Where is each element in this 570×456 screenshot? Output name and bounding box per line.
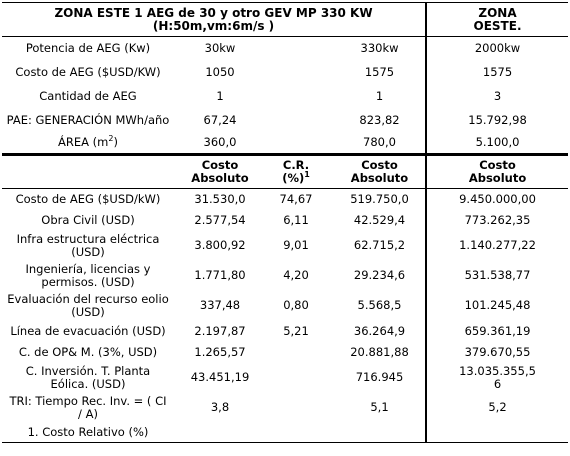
row-label: C. de OP& M. (3%, USD)	[18, 345, 158, 359]
cell: 5.100,0	[425, 132, 569, 155]
cell: 823,82	[359, 113, 400, 127]
col-header-cr: C.R. (%)1	[266, 153, 326, 189]
cell: 30kw	[174, 36, 266, 61]
cell: 1575	[364, 65, 395, 79]
table-row: Costo de AEG ($USD/kW) 31.530,0 74,67 51…	[2, 188, 569, 211]
cell: 519.750,0	[334, 188, 427, 211]
cell: 74,67	[266, 188, 326, 211]
column-header-row: Costo Absoluto C.R. (%)1 Costo Absoluto Cos…	[2, 153, 569, 189]
west-zone-title-line2: OESTE.	[473, 18, 522, 33]
cell: 780,0	[363, 135, 396, 150]
footnote-row: 1. Costo Relativo (%)	[2, 422, 569, 443]
row-label: Infra estructura eléctrica (USD)	[16, 231, 160, 259]
cell: 5,21	[283, 324, 309, 338]
cell: 531.538,77	[425, 260, 569, 291]
east-zone-title-line1: ZONA ESTE 1 AEG de 30 y otro GEV MP 330 …	[54, 5, 373, 20]
upper-row: Cantidad de AEG 1 1 3	[2, 84, 569, 109]
col-header-costo-absoluto: Costo Absoluto	[334, 153, 427, 189]
upper-row: Costo de AEG ($USD/KW) 1050 1575 1575	[2, 60, 569, 85]
cell: 4,20	[283, 268, 309, 282]
cell: 42.529,4	[353, 213, 406, 227]
cell: 2000kw	[425, 36, 569, 61]
west-zone-title-line1: ZONA	[478, 5, 517, 20]
cell: 659.361,19	[425, 320, 569, 343]
row-label: Evaluación del recurso eolio (USD)	[7, 291, 169, 319]
cell: 43.451,19	[190, 370, 250, 384]
cell: 29.234,6	[353, 268, 406, 282]
cell: 3,8	[210, 400, 230, 414]
cell: 15.792,98	[425, 108, 569, 133]
table-row: Evaluación del recurso eolio (USD) 337,48…	[2, 290, 569, 321]
cell: 1	[216, 89, 224, 103]
table-row: Ingeniería, licencias y permisos. (USD) 1…	[2, 260, 569, 291]
cell: 360,0	[203, 135, 237, 150]
west-zone-title: ZONA OESTE.	[425, 2, 569, 37]
table-row: Línea de evacuación (USD) 2.197,87 5,21 …	[2, 320, 569, 343]
cell: 101.245,48	[425, 290, 569, 321]
upper-row: ÁREA (m2) 360,0 780,0 5.100,0	[2, 132, 569, 155]
cell: 1050	[205, 65, 235, 79]
cell: 6,11	[283, 213, 309, 227]
cell: 716.945	[355, 370, 404, 384]
footnote: 1. Costo Relativo (%)	[2, 422, 174, 443]
cell	[266, 343, 326, 363]
cell: 62.715,2	[353, 238, 406, 252]
upper-row: PAE: GENERACIÓN MWh/año 67,24 823,82 15.…	[2, 108, 569, 133]
cell: 36.264,9	[353, 324, 406, 338]
upper-row: Potencia de AEG (Kw) 30kw 330kw 2000kw	[2, 36, 569, 61]
row-label: TRI: Tiempo Rec. Inv. = ( CI / A)	[9, 393, 167, 421]
col-header-costo-absoluto: Costo Absoluto	[425, 153, 569, 189]
row-label: Cantidad de AEG	[39, 89, 137, 103]
cell: 5,2	[425, 392, 569, 423]
title-row: ZONA ESTE 1 AEG de 30 y otro GEV MP 330 …	[2, 2, 569, 37]
cell: 1	[375, 89, 384, 103]
row-label: Costo de AEG ($USD/kW)	[2, 188, 174, 211]
row-label: Ingeniería, licencias y permisos. (USD)	[25, 261, 151, 289]
cell: 1.265,57	[194, 345, 246, 359]
cell	[266, 363, 326, 393]
col-header-costo-absoluto: Costo Absoluto	[174, 153, 266, 189]
east-zone-title: ZONA ESTE 1 AEG de 30 y otro GEV MP 330 …	[2, 2, 427, 37]
cell: 337,48	[199, 298, 241, 312]
cell: 2.197,87	[194, 324, 246, 338]
cell: 330kw	[334, 36, 427, 61]
table-row: C. Inversión. T. Planta Eólica. (USD) 43.…	[2, 362, 569, 393]
cell: 379.670,55	[425, 342, 569, 363]
cell: 5,1	[370, 400, 389, 414]
cell: 1.140.277,22	[425, 230, 569, 261]
cost-table: ZONA ESTE 1 AEG de 30 y otro GEV MP 330 …	[2, 2, 569, 443]
cell: 67,24	[203, 113, 237, 127]
row-label: Potencia de AEG (Kw)	[2, 36, 174, 61]
cell: 773.262,35	[425, 210, 569, 231]
cell: 31.530,0	[174, 188, 266, 211]
cell: 13.035.355,5 6	[425, 362, 569, 393]
cell: 1575	[425, 60, 569, 85]
row-label: Obra Civil (USD)	[41, 213, 135, 227]
table-row: C. de OP& M. (3%, USD) 1.265,57 20.881,8…	[2, 342, 569, 363]
cell: 9.450.000,00	[425, 188, 569, 211]
cell: 5.568,5	[357, 298, 402, 312]
cell: 3	[425, 84, 569, 109]
east-zone-title-line2: (H:50m,vm:6m/s )	[152, 18, 275, 33]
cell: 0,80	[283, 298, 309, 312]
cell: 1.771,80	[194, 268, 246, 282]
row-label: Costo de AEG ($USD/KW)	[15, 65, 161, 79]
row-label: ÁREA (m2)	[58, 134, 118, 150]
table-row: TRI: Tiempo Rec. Inv. = ( CI / A) 3,8 5,1…	[2, 392, 569, 423]
row-label: C. Inversión. T. Planta Eólica. (USD)	[25, 363, 151, 391]
row-label: PAE: GENERACIÓN MWh/año	[6, 113, 170, 127]
cell: 20.881,88	[350, 345, 409, 359]
table-row: Obra Civil (USD) 2.577,54 6,11 42.529,4 …	[2, 210, 569, 231]
cell	[266, 393, 326, 423]
cell: 3.800,92	[194, 238, 246, 252]
row-label: Línea de evacuación (USD)	[10, 324, 166, 338]
cell: 9,01	[283, 238, 309, 252]
table-row: Infra estructura eléctrica (USD) 3.800,92…	[2, 230, 569, 261]
cell: 2.577,54	[194, 213, 246, 227]
